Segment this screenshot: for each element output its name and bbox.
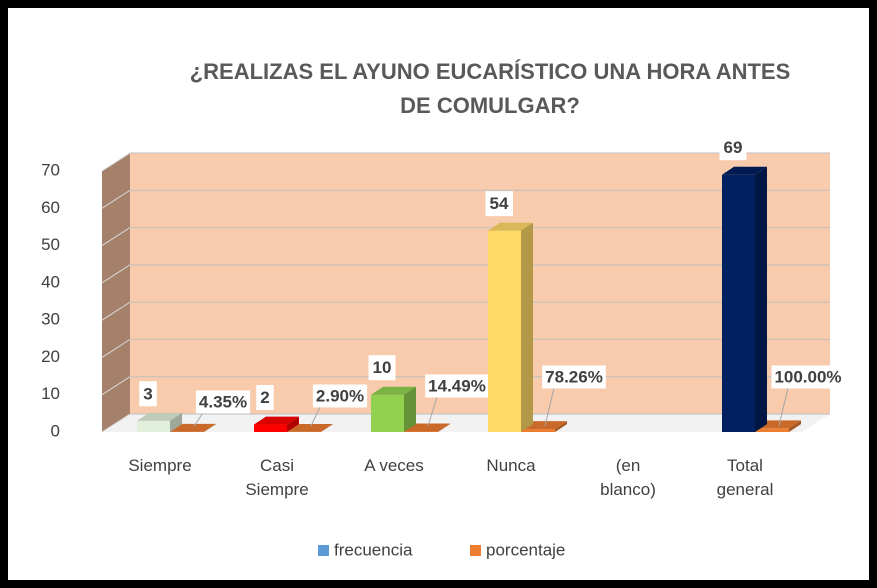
x-tick-label: Siempre bbox=[128, 456, 192, 475]
leader-line bbox=[427, 396, 438, 427]
back-wall bbox=[130, 153, 830, 414]
floor bbox=[102, 414, 830, 432]
bar bbox=[404, 431, 438, 432]
bar bbox=[755, 428, 789, 432]
label-box bbox=[771, 365, 845, 389]
bar-side bbox=[170, 412, 182, 432]
grid-line-side bbox=[101, 413, 131, 433]
label-box bbox=[425, 374, 489, 398]
bar-top bbox=[722, 166, 767, 175]
grid-line-side bbox=[101, 376, 131, 396]
bar-side bbox=[755, 166, 767, 432]
data-label: 2 bbox=[260, 388, 269, 407]
y-tick-label: 40 bbox=[41, 272, 60, 291]
bar bbox=[254, 424, 287, 432]
leader-line bbox=[778, 387, 789, 427]
y-tick-label: 70 bbox=[41, 160, 60, 179]
x-tick-label: Nunca bbox=[486, 456, 536, 475]
grid-line-side bbox=[101, 301, 131, 321]
y-tick-label: 50 bbox=[41, 235, 60, 254]
bar-top bbox=[287, 423, 333, 432]
label-box bbox=[542, 365, 606, 389]
bar-side bbox=[204, 423, 216, 432]
bar-top bbox=[137, 412, 182, 421]
grid-line-side bbox=[101, 152, 131, 172]
bar-side bbox=[321, 423, 333, 432]
legend-swatch bbox=[470, 545, 481, 556]
label-box bbox=[195, 390, 251, 414]
bar-top bbox=[404, 423, 450, 432]
leader-line bbox=[310, 406, 321, 427]
bar bbox=[722, 174, 755, 432]
data-label: 100.00% bbox=[774, 367, 841, 386]
label-box bbox=[312, 384, 368, 408]
legend-label: porcentaje bbox=[486, 540, 565, 559]
chart-title: ¿REALIZAS EL AYUNO EUCARÍSTICO UNA HORA … bbox=[189, 59, 791, 118]
bar-side bbox=[287, 416, 299, 432]
bar-side bbox=[521, 222, 533, 432]
y-tick-label: 60 bbox=[41, 198, 60, 217]
label-box bbox=[368, 355, 396, 381]
side-wall bbox=[102, 153, 130, 432]
legend-label: frecuencia bbox=[334, 540, 413, 559]
grid-line-side bbox=[101, 227, 131, 246]
y-tick-label: 30 bbox=[41, 310, 60, 329]
bar-side bbox=[438, 423, 450, 432]
leader-line bbox=[193, 412, 204, 427]
label-box bbox=[719, 135, 747, 161]
bar-side bbox=[555, 421, 567, 432]
legend-swatch bbox=[318, 545, 329, 556]
label-box bbox=[485, 191, 513, 217]
data-label: 10 bbox=[373, 358, 392, 377]
grid-line-side bbox=[101, 339, 131, 358]
bar-side bbox=[789, 420, 801, 432]
label-box bbox=[139, 381, 157, 407]
y-tick-label: 10 bbox=[41, 384, 60, 403]
data-label: 3 bbox=[143, 384, 152, 403]
x-tick-label: A veces bbox=[364, 456, 424, 475]
bar bbox=[521, 429, 555, 432]
bar-side bbox=[404, 386, 416, 432]
bar-top bbox=[254, 416, 299, 425]
data-label: 4.35% bbox=[199, 392, 247, 411]
data-label: 54 bbox=[490, 194, 509, 213]
x-tick-label: Total general bbox=[716, 456, 774, 499]
leader-line bbox=[544, 387, 555, 427]
bar bbox=[137, 420, 170, 432]
data-label: 14.49% bbox=[428, 376, 486, 395]
grid-line-side bbox=[101, 189, 131, 209]
label-box bbox=[256, 385, 274, 411]
data-label: 69 bbox=[724, 138, 743, 157]
bar-top bbox=[170, 423, 216, 432]
data-label: 2.90% bbox=[316, 386, 364, 405]
bar bbox=[488, 230, 521, 432]
x-tick-label: Casi Siempre bbox=[245, 456, 309, 499]
grid-line-side bbox=[101, 264, 131, 284]
bar bbox=[371, 394, 404, 432]
y-tick-label: 20 bbox=[41, 347, 60, 366]
bar-top bbox=[371, 386, 416, 395]
data-label: 78.26% bbox=[545, 367, 603, 386]
bar-top bbox=[488, 222, 533, 231]
y-tick-label: 0 bbox=[51, 421, 60, 440]
x-tick-label: (en blanco) bbox=[600, 456, 656, 499]
